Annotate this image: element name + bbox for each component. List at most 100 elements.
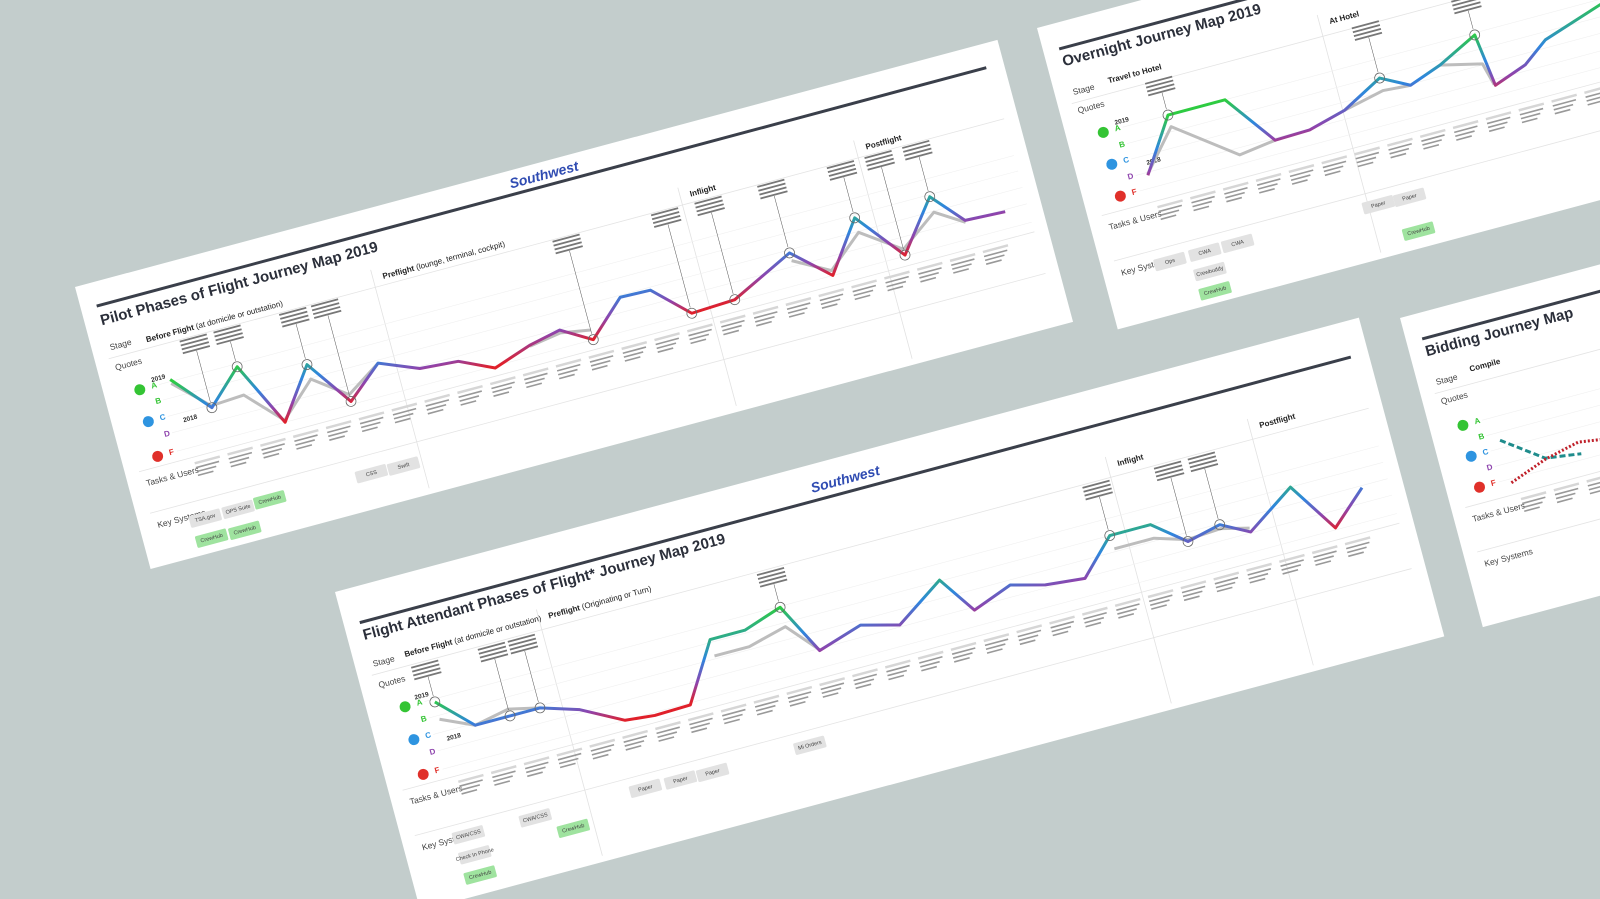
system-chip-label: Paper (638, 784, 654, 794)
task-text-placeholder (656, 342, 677, 350)
task-bar (752, 305, 779, 315)
task-text-placeholder (294, 434, 318, 443)
quote-marker (301, 359, 313, 371)
grade-label: C (1482, 447, 1490, 457)
grade-label: C (1122, 155, 1130, 165)
task-text-placeholder (1282, 569, 1299, 575)
row-divider (138, 231, 1035, 473)
task-text-placeholder (392, 407, 417, 416)
task-text-placeholder (261, 443, 285, 451)
task-text-placeholder (623, 735, 648, 743)
quote-leader (881, 167, 904, 250)
task-text-placeholder (756, 320, 772, 327)
task-bar (489, 376, 516, 386)
task-text-placeholder (887, 285, 904, 292)
year-label: 2019 (1114, 116, 1130, 127)
quote-text-placeholder (414, 671, 442, 681)
quote-marker (1162, 109, 1174, 121)
task-text-placeholder (952, 263, 972, 270)
quote-text-placeholder (650, 207, 679, 217)
quote-leader (230, 341, 236, 362)
task-text-placeholder (723, 329, 740, 336)
system-chip (221, 499, 255, 519)
task-text-placeholder (920, 660, 940, 668)
quote-text-placeholder (280, 310, 308, 320)
task-text-placeholder (722, 324, 742, 332)
quote-text-placeholder (554, 241, 582, 251)
system-chip (1361, 195, 1396, 215)
journey-line (169, 195, 1006, 424)
task-text-placeholder (327, 425, 351, 434)
grade-label: F (1490, 478, 1497, 488)
task-text-placeholder (1347, 546, 1367, 554)
system-chip-label: CrewHub (562, 823, 586, 835)
task-bar (1311, 545, 1338, 555)
task-bar (457, 384, 483, 395)
quote-text-placeholder (1144, 75, 1173, 85)
task-text-placeholder (951, 647, 976, 655)
system-chip (463, 865, 497, 885)
task-text-placeholder (1322, 160, 1347, 169)
task-text-placeholder (195, 460, 220, 469)
prior-year-line (439, 706, 541, 727)
quote-text-placeholder (1085, 491, 1113, 501)
system-chip (1392, 187, 1427, 207)
system-chip (663, 770, 698, 790)
grade-face (1457, 419, 1469, 431)
quote-text-placeholder (312, 306, 341, 316)
task-text-placeholder (1423, 143, 1440, 150)
task-text-placeholder (461, 789, 478, 795)
quote-leader (1368, 37, 1379, 73)
task-bar (589, 738, 616, 748)
task-bar (1114, 597, 1141, 608)
quote-text-placeholder (757, 570, 786, 580)
quote-leader (524, 650, 539, 703)
task-text-placeholder (918, 267, 942, 275)
task-text-placeholder (754, 700, 779, 708)
system-chip (1188, 242, 1222, 262)
quote-text-placeholder (828, 167, 857, 177)
grade-guide (442, 513, 1397, 770)
title-rule (96, 66, 987, 308)
system-chip-label: CrewHub (258, 494, 282, 506)
task-text-placeholder (689, 717, 713, 726)
task-bar (1452, 120, 1479, 130)
grade-face (142, 416, 154, 428)
quote-leader (843, 177, 854, 213)
quote-text-placeholder (214, 328, 242, 338)
task-text-placeholder (494, 780, 511, 786)
quote-text-placeholder (182, 345, 211, 355)
task-text-placeholder (1017, 629, 1042, 638)
task-text-placeholder (624, 740, 645, 747)
quote-text-placeholder (904, 147, 932, 157)
grade-label: D (163, 429, 171, 439)
grade-label: B (1477, 431, 1485, 441)
quote-text-placeholder (1083, 483, 1111, 493)
task-text-placeholder (1215, 581, 1236, 589)
task-text-placeholder (196, 465, 217, 473)
grade-guide (1490, 390, 1600, 452)
task-text-placeholder (1314, 555, 1334, 563)
task-text-placeholder (491, 381, 515, 390)
task-bar (983, 633, 1010, 643)
system-chip-label: TSA.gov (194, 513, 216, 524)
task-bar (1016, 624, 1043, 634)
task-text-placeholder (1224, 186, 1248, 195)
quote-text-placeholder (694, 195, 722, 205)
task-text-placeholder (1258, 183, 1278, 190)
quote-text-placeholder (1353, 28, 1382, 38)
task-bar (687, 323, 713, 333)
quote-text-placeholder (1351, 20, 1380, 30)
grade-face (1473, 481, 1485, 493)
task-text-placeholder (920, 276, 937, 283)
task-text-placeholder (622, 346, 647, 355)
system-chip-label: CWA (1231, 239, 1245, 248)
task-text-placeholder (1421, 134, 1445, 142)
quote-marker (686, 307, 698, 319)
task-text-placeholder (1389, 147, 1410, 155)
task-text-placeholder (1085, 621, 1102, 628)
system-chip (1153, 251, 1187, 272)
task-text-placeholder (591, 748, 612, 756)
grade-guide (1139, 43, 1600, 192)
